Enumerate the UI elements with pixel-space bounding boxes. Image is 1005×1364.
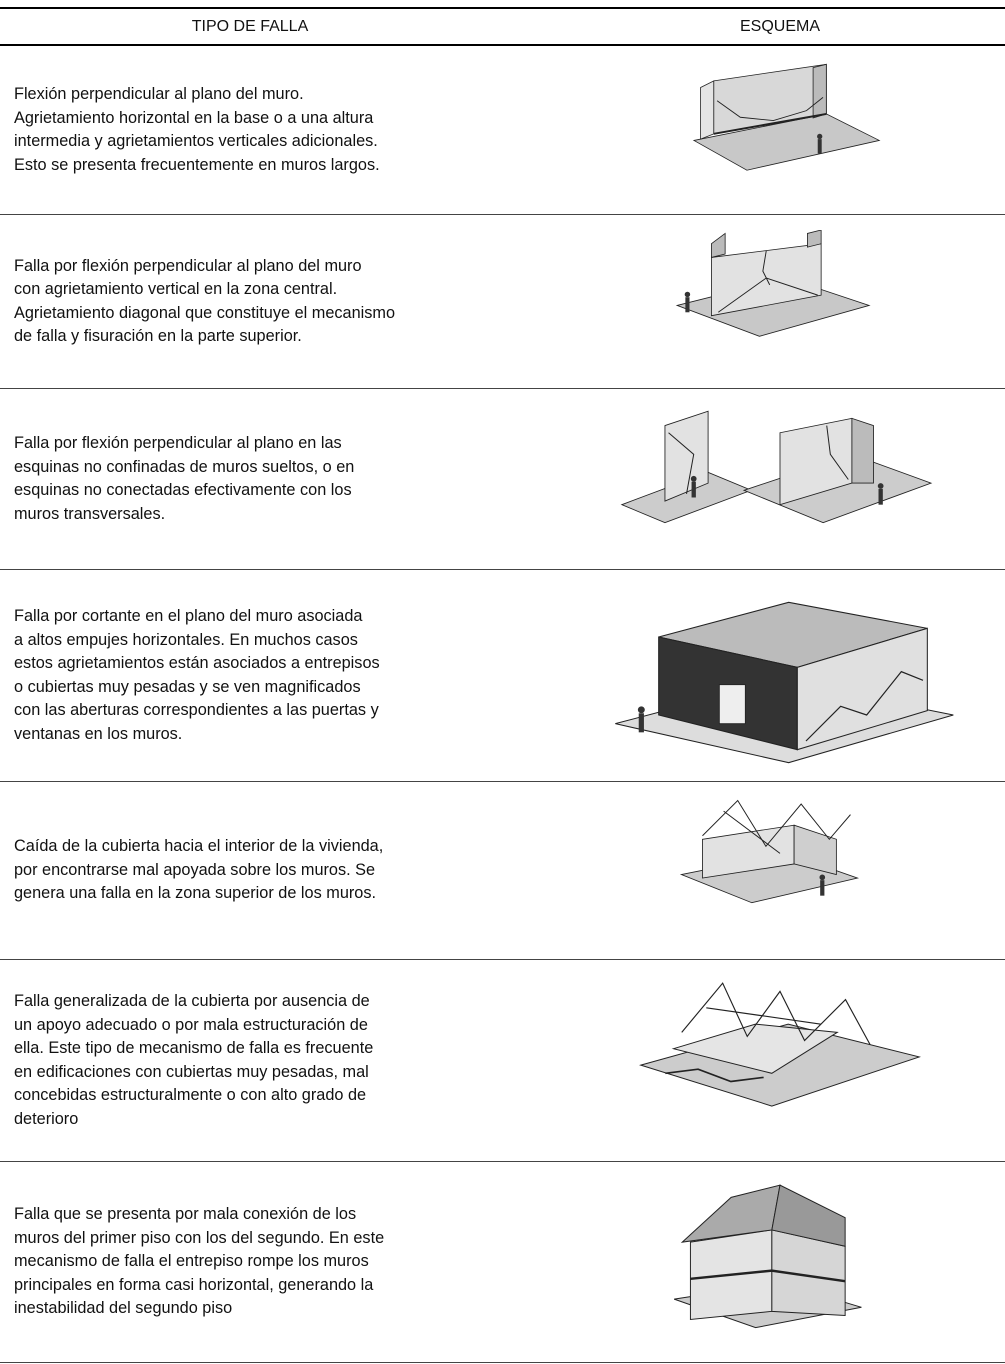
column-header: TIPO DE FALLA (191, 18, 309, 35)
table-row: Falla por flexión perpendicular al plano… (0, 389, 1005, 570)
table-row: Falla generalizada de la cubierta por au… (0, 960, 1005, 1162)
description-line: ventanas en los muros. (14, 724, 183, 743)
sketch-figure (637, 706, 645, 714)
description-line: Agrietamiento horizontal en la base o a … (14, 108, 374, 127)
table-row: Falla por flexión perpendicular al plano… (0, 215, 1005, 389)
sketch-shape (664, 410, 709, 502)
description-line: estos agrietamientos están asociados a e… (14, 654, 380, 672)
description: Flexión perpendicular al plano del muro.… (0, 83, 514, 177)
description-line: intermedia y agrietamientos verticales a… (14, 132, 378, 150)
sketch-figure (691, 481, 696, 498)
sketch-shape (700, 80, 715, 140)
sketch-line (702, 799, 851, 848)
sketch-line (713, 112, 827, 135)
description-line: Falla generalizada de la cubierta por au… (14, 992, 370, 1010)
table-row: Flexión perpendicular al plano del muro.… (0, 46, 1005, 215)
description-line: o cubiertas muy pesadas y se ven magnifi… (14, 677, 361, 696)
description: Falla por flexión perpendicular al plano… (0, 255, 514, 349)
description-line: Agrietamiento diagonal que constituye el… (14, 303, 396, 322)
sketch-figure (685, 297, 690, 313)
description-line: deterioro (14, 1109, 79, 1128)
description: Falla generalizada de la cubierta por au… (0, 990, 514, 1131)
schematic-illustration (615, 601, 954, 764)
description-line: muros del primer piso con los del segund… (14, 1228, 385, 1247)
description-line: muros transversales. (14, 504, 166, 523)
description: Caída de la cubierta hacia el interior d… (0, 835, 514, 906)
schematic-illustration (679, 799, 860, 904)
sketch-figure (877, 483, 884, 489)
sketch-shape (807, 230, 822, 248)
description-line: de falla y fisuración en la parte superi… (14, 327, 302, 345)
description-line: Falla por flexión perpendicular al plano… (14, 256, 362, 275)
description: Falla por flexión perpendicular al plano… (0, 432, 514, 526)
description-line: esquinas no conectadas efectivamente con… (14, 481, 352, 499)
description: Falla por cortante en el plano del muro … (0, 605, 514, 746)
sketch-line (723, 810, 781, 854)
description-line: Flexión perpendicular al plano del muro. (14, 85, 304, 103)
description-line: Caída de la cubierta hacia el interior d… (14, 837, 384, 856)
sketch-figure (684, 291, 691, 298)
sketch-figure (878, 488, 883, 505)
description-line: esquinas no confinadas de muros sueltos,… (14, 457, 355, 476)
sketch-line (762, 250, 771, 286)
description-line: con agrietamiento vertical en la zona ce… (14, 280, 338, 298)
schematic-illustration (673, 1184, 862, 1329)
column-header: ESQUEMA (739, 18, 820, 35)
sketch-line (826, 425, 849, 480)
sketch-shape (692, 113, 881, 171)
sketch-shape (793, 824, 837, 876)
description-line: Falla por cortante en el plano del muro … (14, 607, 363, 625)
description-line: a altos empujes horizontales. En muchos … (14, 630, 358, 649)
table-row: Caída de la cubierta hacia el interior d… (0, 782, 1005, 960)
sketch-figure (690, 475, 697, 482)
rule (0, 44, 1005, 46)
description-line: genera una falla en la zona superior de … (14, 884, 377, 903)
sketch-shape (671, 1023, 839, 1074)
sketch-figure (817, 133, 823, 140)
description-line: Falla que se presenta por mala conexión … (14, 1205, 357, 1224)
description-line: concebidas estructuralmente o con alto g… (14, 1086, 367, 1104)
sketch-line (681, 982, 871, 1045)
description-line: un apoyo adecuado o por mala estructurac… (14, 1015, 368, 1034)
sketch-shape (851, 417, 874, 484)
description-line: por encontrarse mal apoyada sobre los mu… (14, 860, 376, 879)
rule (0, 7, 1005, 9)
schematic-illustration (692, 63, 881, 171)
description-line: ella. Este tipo de mecanismo de falla es… (14, 1039, 374, 1057)
sketch-shape (796, 627, 928, 751)
sketch-line (706, 1007, 822, 1025)
sketch-line (690, 1269, 846, 1283)
sketch-line (665, 1068, 764, 1083)
sketch-line (668, 432, 695, 494)
sketch-shape (711, 232, 726, 258)
sketch-figure (820, 880, 825, 896)
sketch-figure (819, 874, 826, 881)
sketch-line (718, 277, 818, 313)
description-line: en edificaciones con cubiertas muy pesad… (14, 1062, 369, 1081)
sketch-shape (718, 684, 746, 725)
table-row: Falla por cortante en el plano del muro … (0, 570, 1005, 782)
sketch-figure (817, 139, 822, 154)
description-line: Falla por flexión perpendicular al plano… (14, 434, 342, 452)
sketch-figure (638, 713, 644, 733)
sketch-shape (812, 63, 827, 119)
schematic-illustration (639, 982, 921, 1107)
sketch-shape (771, 1184, 846, 1247)
sketch-line (716, 97, 824, 122)
description-line: con las aberturas correspondientes a las… (14, 701, 379, 719)
description-line: inestabilidad del segundo piso (14, 1299, 233, 1318)
description: Falla que se presenta por mala conexión … (0, 1203, 514, 1321)
description-line: Esto se presenta frecuentemente en muros… (14, 155, 380, 174)
sketch-line (805, 670, 924, 742)
schematic-illustration (675, 230, 871, 337)
schematic-illustration (620, 410, 933, 524)
description-line: principales en forma casi horizontal, ge… (14, 1275, 374, 1294)
table-row: Falla que se presenta por mala conexión … (0, 1162, 1005, 1363)
description-line: mecanismo de falla el entrepiso rompe lo… (14, 1252, 369, 1271)
